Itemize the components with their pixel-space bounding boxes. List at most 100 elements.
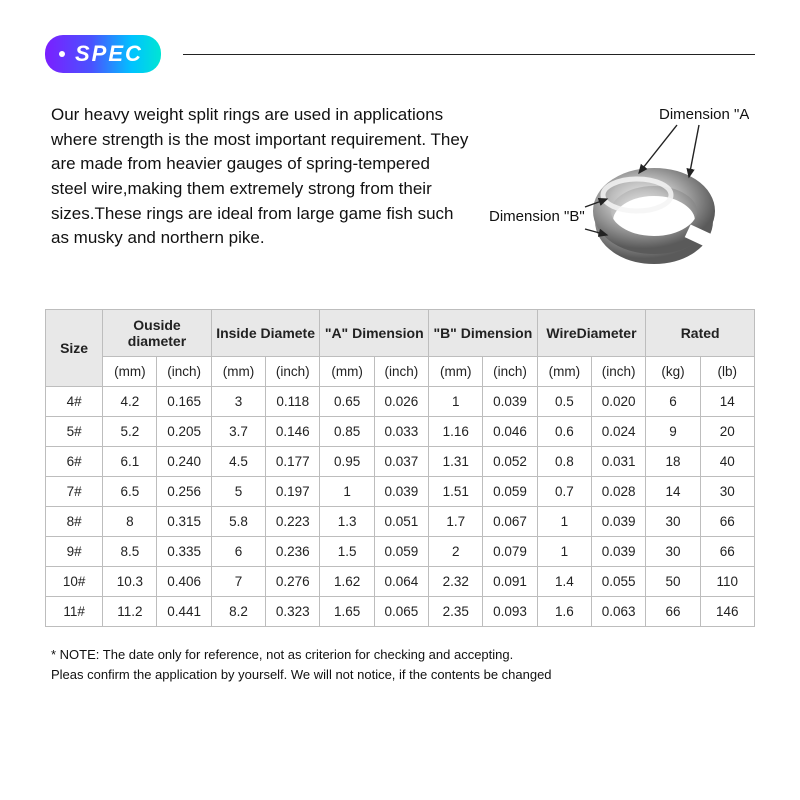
intro-text: Our heavy weight split rings are used in… xyxy=(51,103,469,251)
table-cell: 0.059 xyxy=(483,477,537,507)
col-group: "B" Dimension xyxy=(429,310,538,357)
footnote: * NOTE: The date only for reference, not… xyxy=(45,645,755,685)
table-cell: 8.5 xyxy=(103,537,157,567)
table-cell: 0.065 xyxy=(374,597,428,627)
table-row: 7#6.50.25650.19710.0391.510.0590.70.0281… xyxy=(46,477,755,507)
table-cell: 5 xyxy=(211,477,265,507)
col-group: Rated xyxy=(646,310,755,357)
table-cell: 0.093 xyxy=(483,597,537,627)
table-cell: 0.039 xyxy=(483,387,537,417)
table-cell: 14 xyxy=(700,387,754,417)
table-cell: 0.441 xyxy=(157,597,211,627)
table-cell: 4.5 xyxy=(211,447,265,477)
table-cell: 6.5 xyxy=(103,477,157,507)
table-cell: 0.079 xyxy=(483,537,537,567)
col-unit: (inch) xyxy=(266,357,320,387)
table-cell: 0.067 xyxy=(483,507,537,537)
table-cell: 1.65 xyxy=(320,597,374,627)
footnote-line-1: * NOTE: The date only for reference, not… xyxy=(51,645,755,665)
table-cell: 0.177 xyxy=(266,447,320,477)
table-cell: 30 xyxy=(646,507,700,537)
table-row: 4#4.20.16530.1180.650.02610.0390.50.0206… xyxy=(46,387,755,417)
table-cell: 0.024 xyxy=(591,417,645,447)
spec-table-head: SizeOuside diameterInside Diamete"A" Dim… xyxy=(46,310,755,387)
dim-b-label: Dimension "B" xyxy=(489,208,585,225)
table-row: 10#10.30.40670.2761.620.0642.320.0911.40… xyxy=(46,567,755,597)
intro-section: Our heavy weight split rings are used in… xyxy=(45,103,755,283)
table-cell: 2 xyxy=(429,537,483,567)
table-cell: 2.35 xyxy=(429,597,483,627)
col-group: "A" Dimension xyxy=(320,310,429,357)
spec-badge: SPEC xyxy=(45,35,161,73)
table-row: 5#5.20.2053.70.1460.850.0331.160.0460.60… xyxy=(46,417,755,447)
table-cell: 4# xyxy=(46,387,103,417)
table-cell: 0.118 xyxy=(266,387,320,417)
table-cell: 10.3 xyxy=(103,567,157,597)
table-cell: 40 xyxy=(700,447,754,477)
table-cell: 20 xyxy=(700,417,754,447)
table-cell: 30 xyxy=(646,537,700,567)
table-cell: 0.046 xyxy=(483,417,537,447)
col-group: WireDiameter xyxy=(537,310,646,357)
table-cell: 8# xyxy=(46,507,103,537)
table-cell: 11# xyxy=(46,597,103,627)
table-cell: 4.2 xyxy=(103,387,157,417)
table-cell: 146 xyxy=(700,597,754,627)
table-row: 8#80.3155.80.2231.30.0511.70.06710.03930… xyxy=(46,507,755,537)
table-cell: 110 xyxy=(700,567,754,597)
table-cell: 0.276 xyxy=(266,567,320,597)
table-cell: 0.059 xyxy=(374,537,428,567)
table-cell: 9 xyxy=(646,417,700,447)
table-cell: 0.039 xyxy=(591,507,645,537)
table-cell: 11.2 xyxy=(103,597,157,627)
table-cell: 66 xyxy=(646,597,700,627)
table-cell: 0.335 xyxy=(157,537,211,567)
spec-table-unit-row: (mm)(inch)(mm)(inch)(mm)(inch)(mm)(inch)… xyxy=(46,357,755,387)
table-cell: 0.091 xyxy=(483,567,537,597)
table-cell: 1.6 xyxy=(537,597,591,627)
dim-a-label: Dimension "A" xyxy=(659,106,749,123)
table-cell: 0.039 xyxy=(591,537,645,567)
table-cell: 6 xyxy=(211,537,265,567)
table-cell: 6 xyxy=(646,387,700,417)
table-cell: 0.256 xyxy=(157,477,211,507)
table-cell: 1.7 xyxy=(429,507,483,537)
table-cell: 7# xyxy=(46,477,103,507)
ring-svg: Dimension "A" Dimension "B" xyxy=(489,103,749,283)
col-unit: (mm) xyxy=(320,357,374,387)
table-cell: 1.51 xyxy=(429,477,483,507)
table-cell: 0.95 xyxy=(320,447,374,477)
spec-table: SizeOuside diameterInside Diamete"A" Dim… xyxy=(45,309,755,627)
table-cell: 1 xyxy=(537,537,591,567)
table-cell: 1 xyxy=(429,387,483,417)
table-cell: 7 xyxy=(211,567,265,597)
table-row: 11#11.20.4418.20.3231.650.0652.350.0931.… xyxy=(46,597,755,627)
footnote-line-2: Pleas confirm the application by yoursel… xyxy=(51,665,755,685)
col-unit: (inch) xyxy=(374,357,428,387)
table-cell: 0.063 xyxy=(591,597,645,627)
table-cell: 1.5 xyxy=(320,537,374,567)
col-unit: (mm) xyxy=(537,357,591,387)
spec-table-group-row: SizeOuside diameterInside Diamete"A" Dim… xyxy=(46,310,755,357)
table-cell: 1.4 xyxy=(537,567,591,597)
table-cell: 0.064 xyxy=(374,567,428,597)
table-cell: 1.3 xyxy=(320,507,374,537)
table-cell: 18 xyxy=(646,447,700,477)
table-cell: 14 xyxy=(646,477,700,507)
table-cell: 0.026 xyxy=(374,387,428,417)
table-cell: 0.146 xyxy=(266,417,320,447)
table-cell: 0.223 xyxy=(266,507,320,537)
spec-table-body: 4#4.20.16530.1180.650.02610.0390.50.0206… xyxy=(46,387,755,627)
table-cell: 0.8 xyxy=(537,447,591,477)
table-cell: 0.028 xyxy=(591,477,645,507)
badge-dot xyxy=(59,51,65,57)
col-group: Size xyxy=(46,310,103,387)
col-unit: (inch) xyxy=(157,357,211,387)
table-cell: 0.323 xyxy=(266,597,320,627)
table-cell: 0.65 xyxy=(320,387,374,417)
table-cell: 6# xyxy=(46,447,103,477)
table-cell: 66 xyxy=(700,537,754,567)
table-cell: 6.1 xyxy=(103,447,157,477)
col-unit: (mm) xyxy=(211,357,265,387)
table-cell: 0.039 xyxy=(374,477,428,507)
